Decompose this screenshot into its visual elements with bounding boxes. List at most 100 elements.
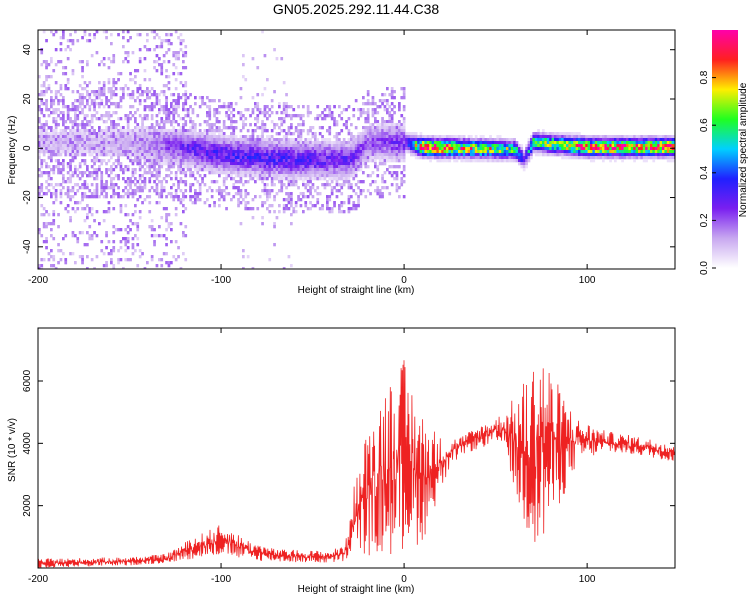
spectrogram-cell <box>112 177 116 181</box>
spectrogram-cell <box>66 81 70 85</box>
spectrogram-cell <box>158 57 161 61</box>
spectrogram-cell <box>218 174 221 178</box>
spectrogram-cell <box>335 144 339 148</box>
spectrogram-cell <box>251 267 255 269</box>
spectrogram-cell <box>254 165 257 169</box>
spectrogram-cell <box>198 189 202 193</box>
spectrogram-cell <box>302 141 305 145</box>
spectrogram-cell <box>364 162 368 166</box>
spectrogram-cell <box>405 138 408 142</box>
spectrogram-cell <box>150 144 154 148</box>
spectrogram-cell <box>261 123 264 127</box>
spectrogram-cell <box>590 153 593 157</box>
spectrogram-cell <box>153 36 156 40</box>
snr-x-tick-label: 100 <box>579 574 596 585</box>
spectrogram-cell <box>558 138 562 142</box>
spectrogram-cell <box>573 144 576 148</box>
spectrogram-cell <box>38 267 41 269</box>
spectrogram-cell <box>282 174 286 178</box>
spectrogram-cell <box>503 147 507 151</box>
spectrogram-cell <box>616 138 620 142</box>
spectrogram-cell <box>570 138 574 142</box>
spectrogram-cell <box>62 150 65 154</box>
spectrogram-cell <box>261 159 264 163</box>
spectrogram-cell <box>184 165 188 169</box>
spectrogram-cell <box>309 153 312 157</box>
spectrogram-cell <box>496 147 500 151</box>
spectrogram-cell <box>66 210 70 214</box>
spectrogram-cell <box>134 171 137 175</box>
spectrogram-cell <box>309 156 312 160</box>
spectrogram-cell <box>182 231 185 235</box>
spectrogram-cell <box>275 165 279 169</box>
spectrogram-cell <box>174 138 178 142</box>
spectrogram-cell <box>112 150 116 154</box>
spectrogram-cell <box>45 240 48 244</box>
spectrogram-cell <box>170 240 173 244</box>
spectrogram-cell <box>134 177 137 181</box>
snr-y-tick-label: 6000 <box>22 369 33 392</box>
spectrogram-cell <box>230 126 233 130</box>
spectrogram-cell <box>86 138 89 142</box>
spectrogram-cell <box>383 123 387 127</box>
spectrogram-cell <box>105 210 108 214</box>
spectrogram-cell <box>364 165 368 169</box>
spectrogram-cell <box>542 135 545 139</box>
spectrogram-cell <box>306 141 310 145</box>
spectrogram-cell <box>102 189 106 193</box>
spectrogram-cell <box>491 138 495 142</box>
spectrogram-cell <box>239 165 243 169</box>
spectrogram-cell <box>76 237 80 241</box>
spectrogram-cell <box>290 195 293 199</box>
spectrogram-cell <box>611 153 615 157</box>
spectrogram-cell <box>172 156 176 160</box>
spectrogram-cell <box>354 138 358 142</box>
spectrogram-cell <box>232 129 236 133</box>
spectrogram-cell <box>136 222 140 226</box>
spectrogram-cell <box>326 159 329 163</box>
spectrogram-cell <box>369 138 372 142</box>
spectrogram-cell <box>126 246 130 250</box>
spectrogram-cell <box>182 60 185 64</box>
spectrogram-cell <box>153 66 156 70</box>
spectrogram-cell <box>57 147 60 151</box>
spectrogram-cell <box>114 165 118 169</box>
spectrogram-cell <box>167 60 171 64</box>
spectrogram-cell <box>285 168 288 172</box>
spectrogram-cell <box>299 198 303 202</box>
spectrogram-cell <box>136 150 140 154</box>
spectrogram-cell <box>218 147 221 151</box>
spectrogram-cell <box>52 111 56 115</box>
spectrogram-cell <box>52 165 56 169</box>
snr-y-tick-label: 4000 <box>22 432 33 455</box>
spectrogram-cell <box>95 168 99 172</box>
spectrogram-cell <box>198 144 202 148</box>
spectrogram-cell <box>78 147 82 151</box>
spectrogram-cell <box>299 171 303 175</box>
spectrogram-cell <box>74 147 77 151</box>
spectrogram-cell <box>201 159 204 163</box>
spectrogram-cell <box>395 186 399 190</box>
spectrogram-cell <box>479 147 483 151</box>
spectrogram-cell <box>119 204 123 208</box>
spectrogram-cell <box>165 132 168 136</box>
spectrogram-cell <box>314 135 317 139</box>
spectrogram-cell <box>616 135 620 139</box>
spectrogram-cell <box>81 207 84 211</box>
spectrogram-cell <box>162 234 166 238</box>
spectrogram-cell <box>594 147 598 151</box>
spectrogram-cell <box>359 156 363 160</box>
spectrogram-cell <box>143 186 147 190</box>
spectrogram-cell <box>474 147 478 151</box>
spectrogram-cell <box>539 144 543 148</box>
spectrogram-cell <box>122 126 125 130</box>
spectrogram-cell <box>170 261 173 265</box>
spectrogram-cell <box>294 162 298 166</box>
spectrogram-cell <box>117 102 120 106</box>
spectrogram-cell <box>158 162 161 166</box>
spectrogram-cell <box>177 72 180 76</box>
spectrogram-cell <box>359 168 363 172</box>
spectrogram-cell <box>186 144 190 148</box>
spectrogram-cell <box>263 105 267 109</box>
spectrogram-cell <box>174 156 178 160</box>
